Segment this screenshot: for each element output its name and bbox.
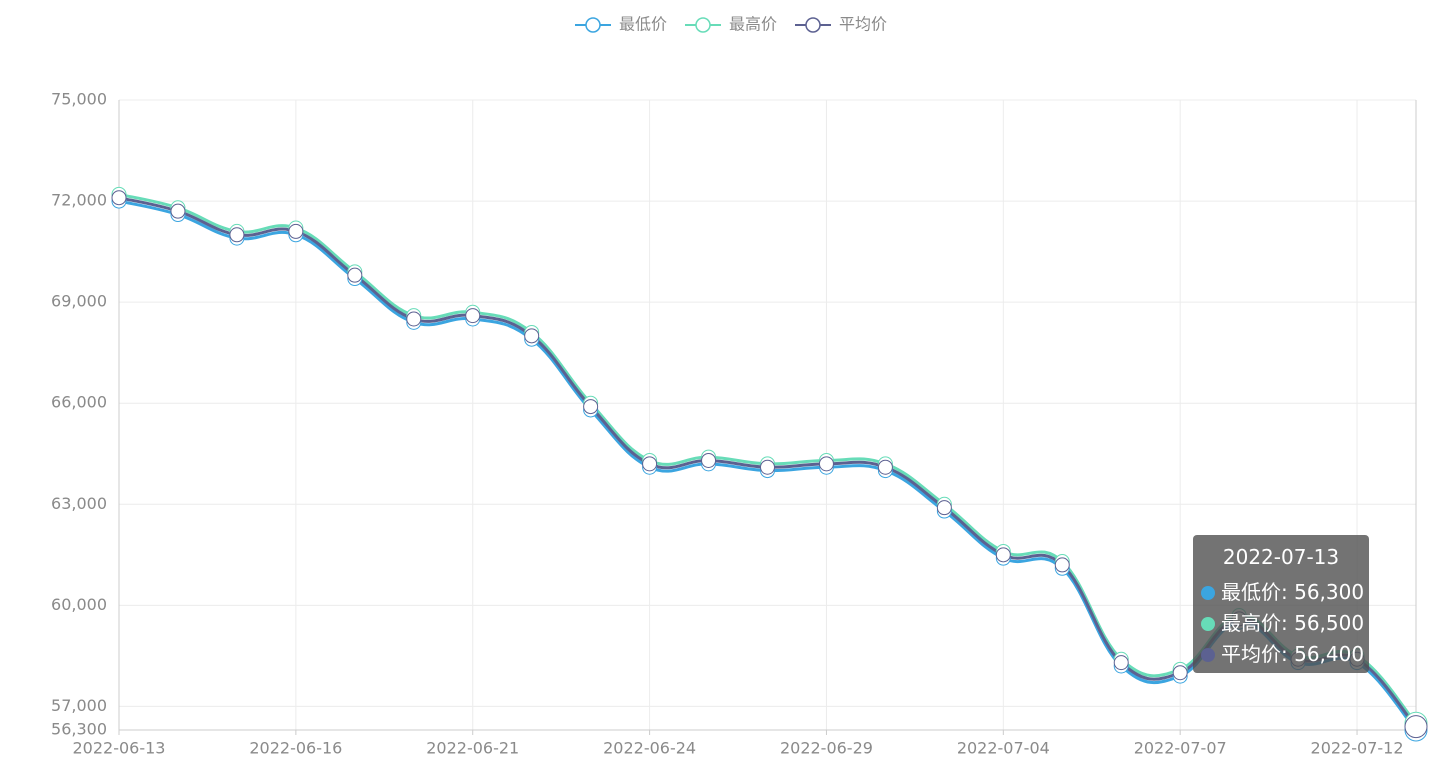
point	[583, 399, 599, 415]
point	[936, 500, 952, 516]
x-tick-label: 2022-07-04	[957, 739, 1050, 758]
tooltip-row: 最高价: 56,500	[1201, 607, 1364, 636]
point	[465, 308, 481, 324]
x-tick-label: 2022-07-07	[1134, 739, 1227, 758]
point	[995, 547, 1011, 563]
legend-symbol	[695, 17, 711, 33]
legend-label: 平均价	[839, 15, 887, 34]
x-tick-label: 2022-06-13	[73, 739, 166, 758]
y-tick-label: 72,000	[51, 191, 107, 210]
x-tick-label: 2022-06-21	[426, 739, 519, 758]
point	[818, 456, 834, 472]
point	[170, 203, 186, 219]
tooltip-dot	[1201, 617, 1215, 631]
point	[347, 267, 363, 283]
point	[642, 456, 658, 472]
x-tick-label: 2022-06-29	[780, 739, 873, 758]
y-tick-label: 66,000	[51, 393, 107, 412]
point	[701, 452, 717, 468]
point	[1113, 655, 1129, 671]
point	[111, 190, 127, 206]
y-tick-label: 57,000	[51, 696, 107, 715]
point	[406, 311, 422, 327]
tooltip: 2022-07-13 最低价: 56,300 最高价: 56,500 平均价: 56…	[1193, 535, 1369, 673]
point	[1404, 715, 1428, 739]
point	[524, 328, 540, 344]
y-tick-label: 75,000	[51, 90, 107, 109]
x-tick-label: 2022-06-24	[603, 739, 696, 758]
legend-label: 最低价	[619, 15, 667, 34]
tooltip-row: 最低价: 56,300	[1201, 576, 1364, 605]
tooltip-row: 平均价: 56,400	[1201, 638, 1364, 667]
x-tick-label: 2022-07-12	[1311, 739, 1404, 758]
tooltip-text: 最高价: 56,500	[1221, 611, 1365, 635]
legend-symbol	[585, 17, 601, 33]
tooltip-dot	[1201, 586, 1215, 600]
tooltip-text: 最低价: 56,300	[1221, 580, 1365, 604]
y-tick-label: 69,000	[51, 292, 107, 311]
x-tick-label: 2022-06-16	[249, 739, 342, 758]
y-tick-label: 63,000	[51, 494, 107, 513]
legend-label: 最高价	[729, 15, 777, 34]
tooltip-text: 平均价: 56,400	[1221, 642, 1365, 666]
point	[1172, 665, 1188, 681]
legend-symbol	[805, 17, 821, 33]
tooltip-title: 2022-07-13	[1222, 545, 1340, 569]
point	[229, 227, 245, 243]
point	[877, 459, 893, 475]
point	[1054, 557, 1070, 573]
y-tick-label: 60,000	[51, 595, 107, 614]
point	[288, 223, 304, 239]
y-tick-label: 56,300	[51, 720, 107, 739]
tooltip-dot	[1201, 648, 1215, 662]
point	[760, 459, 775, 475]
